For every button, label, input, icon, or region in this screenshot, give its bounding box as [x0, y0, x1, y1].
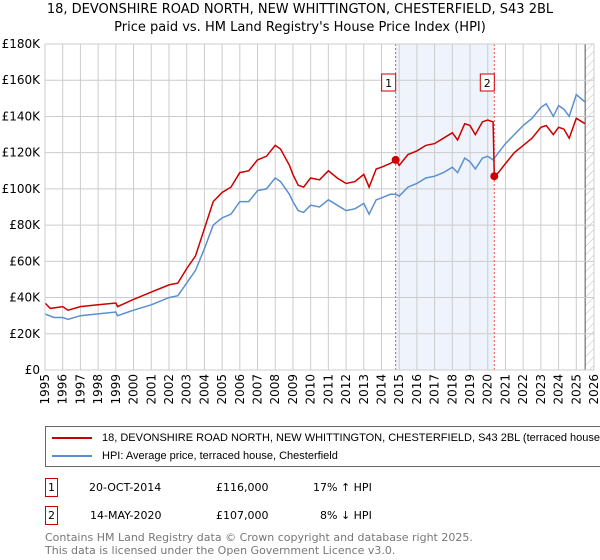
x-tick-label: 2001	[144, 374, 158, 405]
sale-badge: 2	[45, 506, 58, 525]
y-tick-label: £80K	[9, 218, 41, 232]
x-tick-label: 2002	[162, 374, 176, 405]
x-tick-label: 2004	[197, 374, 211, 405]
footer-line: Contains HM Land Registry data © Crown c…	[45, 531, 473, 544]
sale-hpi-diff: 8% ↓ HPI	[320, 509, 372, 522]
y-tick-label: £180K	[2, 37, 42, 51]
x-tick-label: 2013	[357, 374, 371, 405]
footer-line: This data is licensed under the Open Gov…	[45, 544, 396, 557]
sale-label-box	[479, 73, 495, 92]
y-tick-label: £140K	[2, 109, 42, 123]
sale-hpi-diff: 17% ↑ HPI	[313, 481, 372, 494]
x-tick-label: 2009	[286, 374, 300, 405]
forecast-hatch	[585, 44, 594, 370]
sale-point	[490, 172, 499, 181]
x-tick-label: 1999	[109, 374, 123, 405]
plot-border	[44, 43, 595, 371]
y-tick-label: £160K	[2, 73, 42, 87]
chart-title: 18, DEVONSHIRE ROAD NORTH, NEW WHITTINGT…	[46, 2, 554, 17]
x-tick-label: 2005	[215, 374, 229, 405]
x-tick-label: 2016	[410, 374, 424, 405]
x-tick-label: 2007	[251, 374, 265, 405]
footer: Contains HM Land Registry data © Crown c…	[45, 531, 473, 557]
legend: 18, DEVONSHIRE ROAD NORTH, NEW WHITTINGT…	[45, 426, 600, 467]
legend-swatch-red	[52, 436, 92, 439]
sale-badge: 1	[45, 478, 58, 497]
sale-date: 20-OCT-2014	[89, 481, 162, 494]
chart-subtitle: Price paid vs. HM Land Registry's House …	[114, 20, 486, 35]
sale-label-box	[381, 73, 397, 92]
price-chart: £0 £20K £40K £60K £80K £100K £120K £140K £160K £1…	[2, 37, 600, 405]
sale-row: 1 20-OCT-2014 £116,000 17% ↑ HPI	[45, 478, 600, 498]
legend-label: HPI: Average price, terraced house, Ches…	[102, 449, 338, 462]
x-tick-label: 2011	[321, 374, 335, 405]
legend-item-hpi: HPI: Average price, terraced house, Ches…	[52, 448, 338, 463]
x-tick-label: 2019	[463, 374, 477, 405]
x-tick-label: 2021	[498, 374, 512, 405]
x-tick-label: 2020	[481, 374, 495, 405]
sale-date: 14-MAY-2020	[90, 509, 162, 522]
x-tick-label: 2018	[445, 374, 459, 405]
sale-price: £116,000	[216, 481, 269, 494]
sale-label: 2	[484, 77, 491, 90]
x-tick-label: 2015	[392, 374, 406, 405]
legend-label: 18, DEVONSHIRE ROAD NORTH, NEW WHITTINGT…	[102, 431, 600, 444]
x-tick-label: 2012	[339, 374, 353, 405]
y-tick-label: £0	[25, 363, 40, 377]
hpi-line	[44, 93, 586, 321]
x-tick-label: 2000	[127, 374, 141, 405]
x-tick-label: 2026	[587, 374, 600, 405]
sale-point	[391, 155, 400, 164]
x-tick-label: 2022	[516, 374, 530, 405]
sale-row: 2 14-MAY-2020 £107,000 8% ↓ HPI	[45, 506, 600, 526]
x-tick-label: 2023	[534, 374, 548, 405]
x-tick-label: 2003	[180, 374, 194, 405]
x-tick-label: 1998	[91, 374, 105, 405]
x-tick-label: 2008	[268, 374, 282, 405]
y-tick-label: £40K	[9, 291, 41, 305]
x-tick-label: 1997	[73, 374, 87, 405]
x-tick-label: 1995	[38, 374, 52, 405]
y-tick-label: £120K	[2, 146, 42, 160]
x-tick-label: 2006	[233, 374, 247, 405]
legend-item-property: 18, DEVONSHIRE ROAD NORTH, NEW WHITTINGT…	[52, 430, 600, 445]
x-tick-label: 2010	[304, 374, 318, 405]
legend-swatch-blue	[52, 454, 92, 457]
sale-label: 1	[385, 77, 392, 90]
x-tick-label: 1996	[56, 374, 70, 405]
x-tick-label: 2017	[428, 374, 442, 405]
property-price-line	[44, 117, 586, 312]
x-tick-label: 2024	[552, 374, 566, 405]
x-tick-label: 2014	[374, 374, 388, 405]
sale-price: £107,000	[216, 509, 269, 522]
y-tick-label: £20K	[9, 327, 41, 341]
y-tick-label: £60K	[9, 254, 41, 268]
y-tick-label: £100K	[2, 182, 42, 196]
x-tick-label: 2025	[569, 374, 583, 405]
shaded-period	[395, 44, 495, 370]
